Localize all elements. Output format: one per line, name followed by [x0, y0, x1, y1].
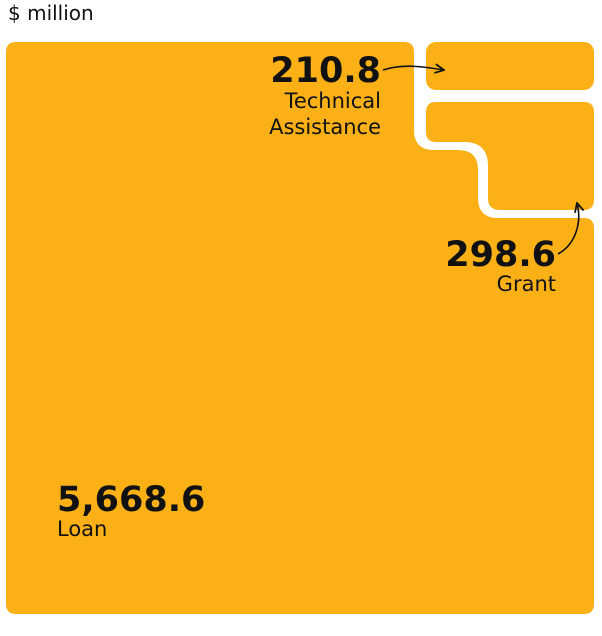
grant-category-label: Grant [497, 272, 556, 296]
loan-tile [6, 42, 594, 614]
technical-assistance-category-label: Assistance [269, 115, 381, 139]
loan-category-label: Loan [57, 517, 107, 541]
technical-assistance-value-label: 210.8 [270, 51, 381, 91]
grant-tile [426, 102, 594, 210]
unit-label: $ million [8, 1, 94, 25]
technical-assistance-category-label: Technical [284, 89, 381, 113]
grant-callout-arrow [557, 203, 579, 255]
loan-value-label: 5,668.6 [57, 480, 205, 520]
technical-assistance-callout-arrow [382, 66, 444, 70]
technical-assistance-tile [426, 42, 594, 90]
grant-value-label: 298.6 [445, 235, 556, 275]
